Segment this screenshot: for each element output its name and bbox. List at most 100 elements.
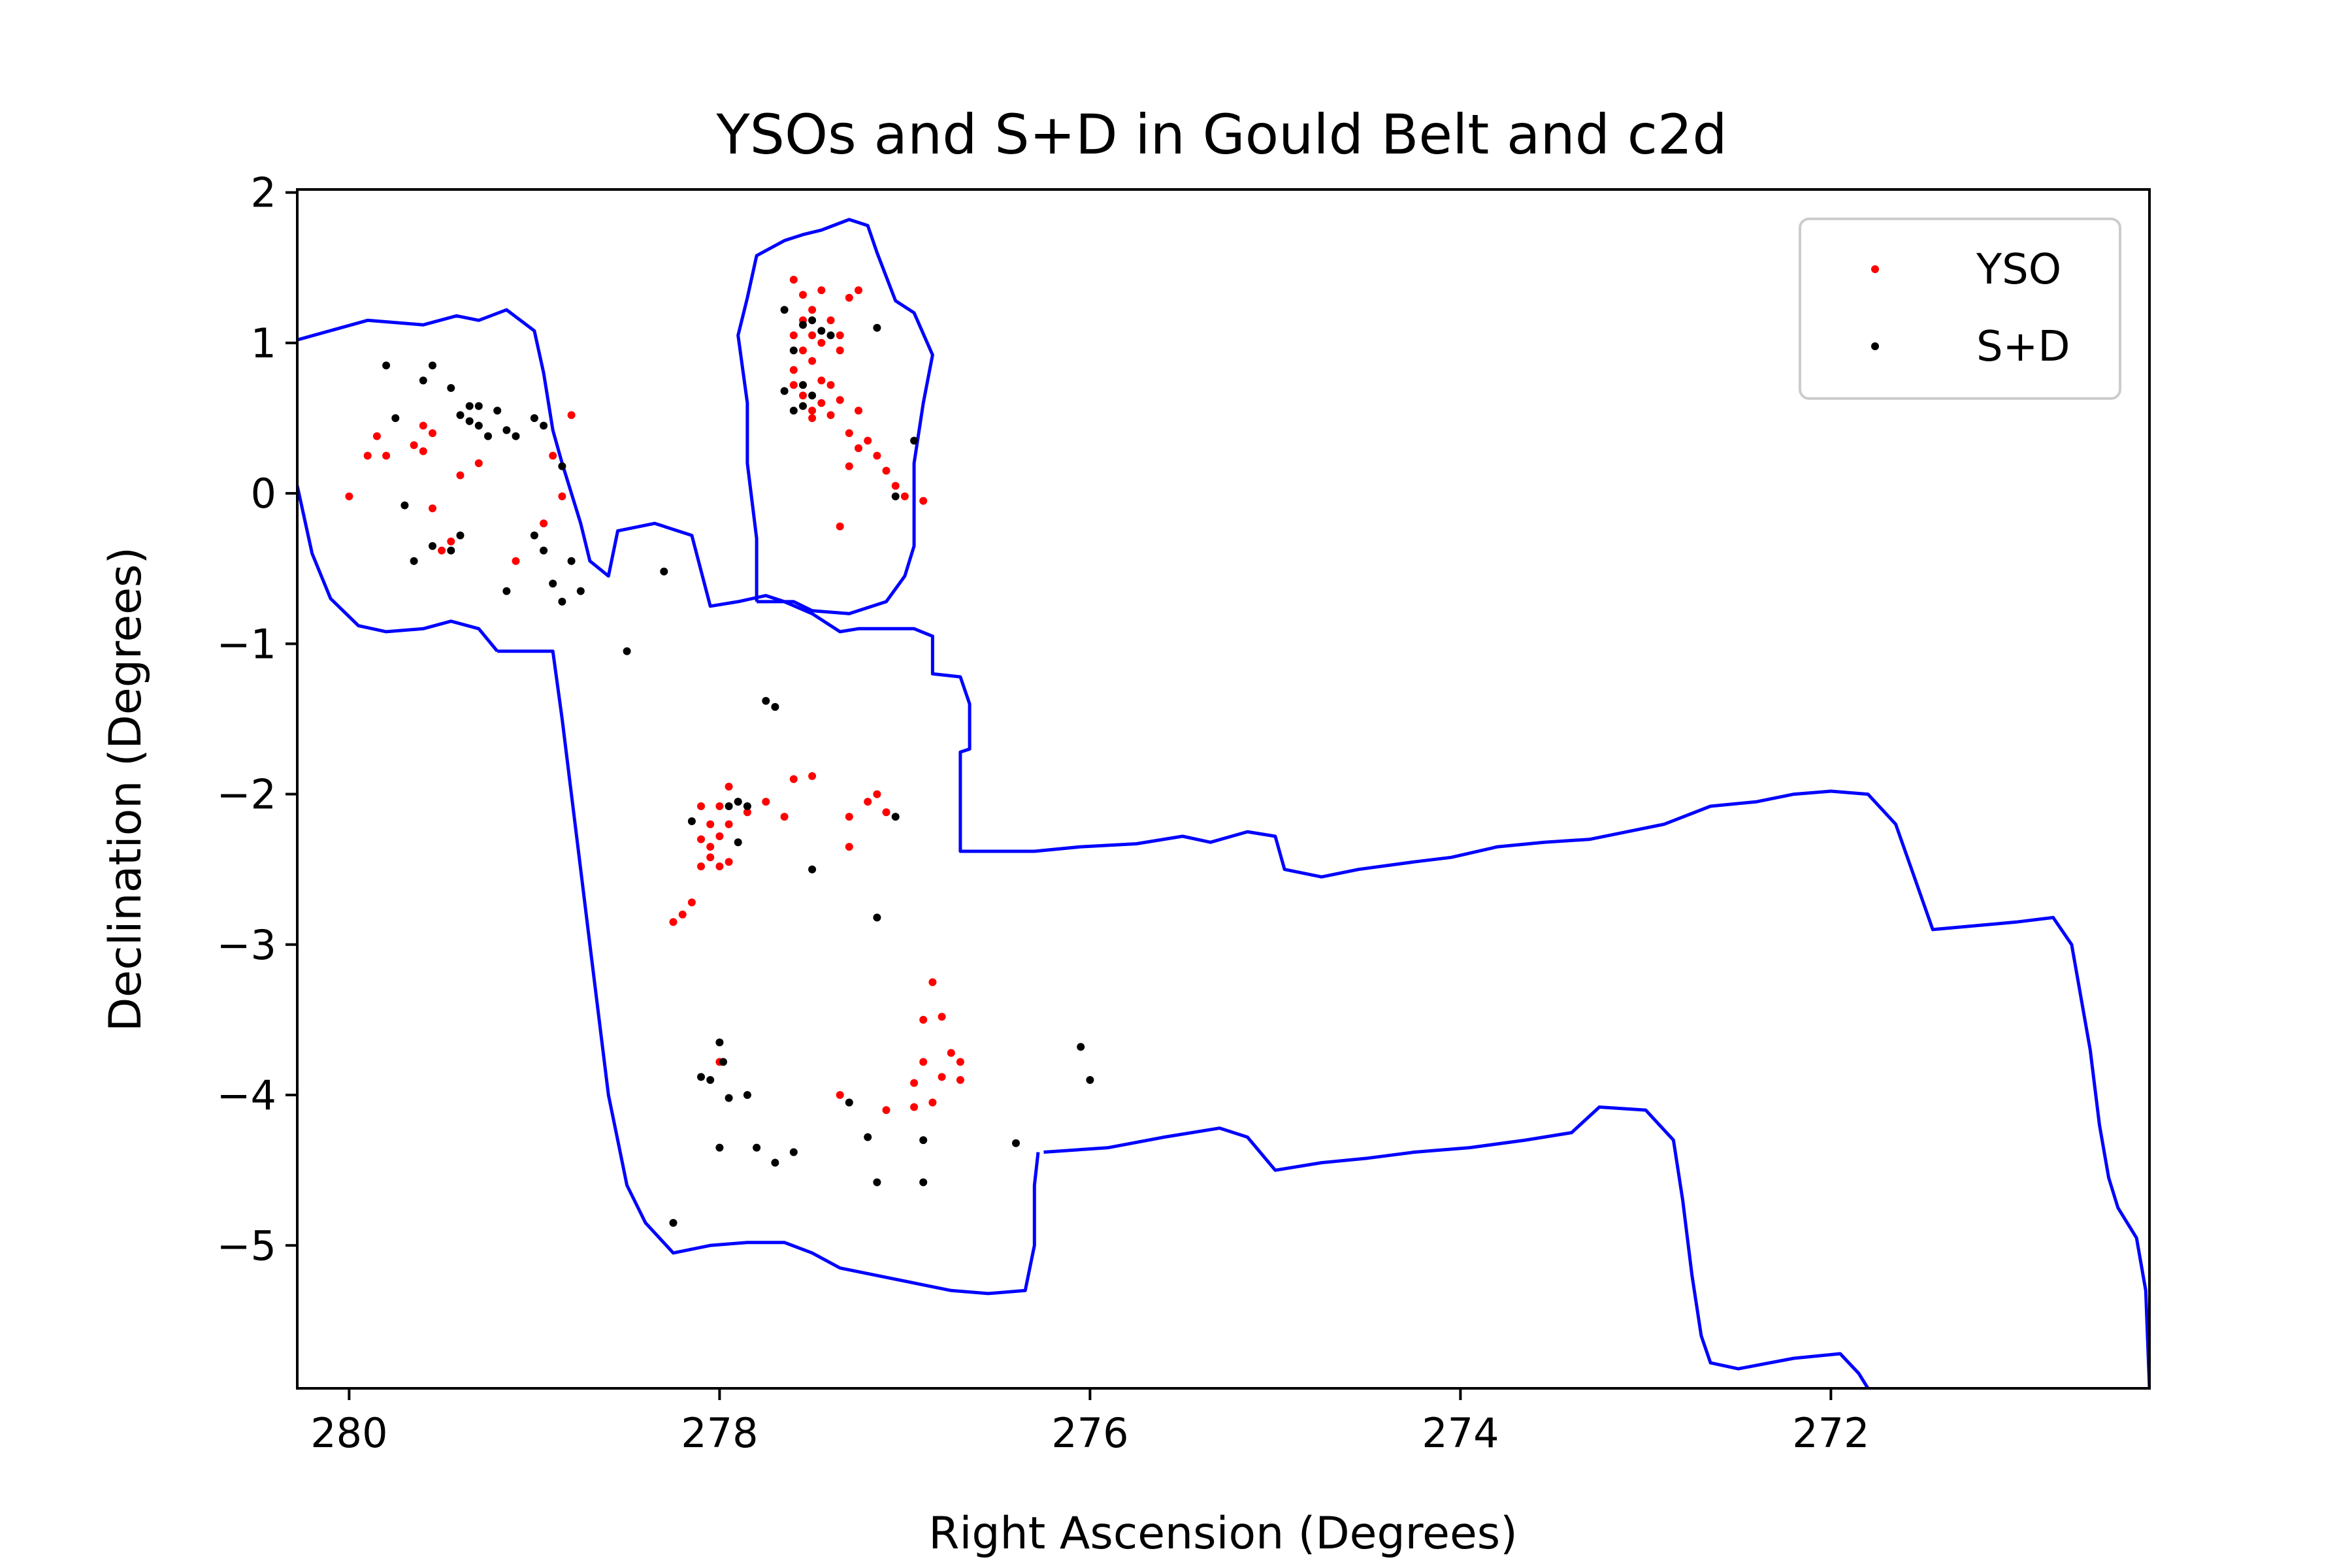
point-yso-39 <box>855 444 862 452</box>
point-sd-65 <box>845 1098 853 1107</box>
point-sd-55 <box>715 1038 724 1047</box>
point-sd-39 <box>780 387 789 395</box>
point-yso-79 <box>706 843 715 851</box>
point-sd-29 <box>623 647 631 655</box>
point-yso-16 <box>419 447 427 455</box>
point-yso-66 <box>873 790 881 798</box>
point-sd-38 <box>808 391 817 400</box>
point-yso-15 <box>567 411 576 419</box>
y-tick-label-5: −3 <box>217 921 276 969</box>
plot-area <box>297 218 2149 1388</box>
point-sd-7 <box>474 421 483 430</box>
point-sd-48 <box>725 802 733 810</box>
point-sd-70 <box>1012 1139 1020 1147</box>
point-sd-1 <box>391 414 400 422</box>
point-yso-23 <box>836 331 844 340</box>
point-yso-29 <box>836 396 844 404</box>
legend-marker-yso <box>1871 265 1879 273</box>
coverage-boundary-layer <box>297 218 2149 1388</box>
point-yso-0 <box>345 492 353 500</box>
point-yso-12 <box>540 519 548 528</box>
x-tick-label-1: 278 <box>681 1409 758 1457</box>
point-yso-33 <box>799 391 807 400</box>
point-sd-43 <box>891 492 900 500</box>
point-yso-44 <box>900 492 909 500</box>
point-sd-0 <box>382 361 391 370</box>
point-sd-45 <box>762 696 770 705</box>
point-sd-20 <box>447 546 455 555</box>
point-yso-55 <box>706 820 715 828</box>
point-yso-14 <box>558 492 566 500</box>
point-sd-51 <box>734 838 742 847</box>
point-yso-86 <box>919 1058 928 1066</box>
point-sd-30 <box>660 567 668 576</box>
x-axis-ticks: 280 278 276 274 272 <box>310 1388 1870 1457</box>
point-yso-31 <box>817 338 826 347</box>
point-sd-62 <box>753 1143 761 1152</box>
y-tick-label-6: −4 <box>217 1071 276 1119</box>
point-sd-59 <box>725 1094 733 1102</box>
point-sd-4 <box>447 384 455 392</box>
point-yso-21 <box>817 286 826 295</box>
point-yso-77 <box>669 918 678 926</box>
x-tick-label-2: 276 <box>1051 1409 1128 1457</box>
point-sd-52 <box>808 865 817 874</box>
point-sd-15 <box>465 417 474 425</box>
point-sd-57 <box>697 1073 705 1081</box>
point-yso-27 <box>817 376 826 385</box>
x-tick-label-3: 274 <box>1422 1409 1499 1457</box>
point-sd-46 <box>771 703 779 711</box>
point-sd-11 <box>512 432 520 440</box>
point-yso-13 <box>549 451 557 460</box>
point-sd-42 <box>873 323 881 332</box>
point-yso-7 <box>438 546 446 555</box>
point-sd-69 <box>919 1178 928 1186</box>
point-sd-60 <box>743 1091 751 1099</box>
point-yso-69 <box>697 835 705 843</box>
point-yso-57 <box>725 820 733 828</box>
point-yso-64 <box>845 813 853 821</box>
point-sd-64 <box>789 1148 798 1156</box>
point-sd-68 <box>919 1136 928 1145</box>
point-yso-84 <box>938 1073 946 1081</box>
point-sd-14 <box>558 462 566 470</box>
point-yso-46 <box>836 522 844 531</box>
point-yso-91 <box>882 1106 890 1115</box>
point-sd-72 <box>1086 1076 1094 1084</box>
point-yso-63 <box>808 772 817 780</box>
y-tick-label-4: −2 <box>217 771 276 819</box>
point-sd-54 <box>873 913 881 922</box>
point-sd-27 <box>567 557 576 565</box>
point-yso-11 <box>512 557 520 565</box>
point-yso-42 <box>882 466 890 475</box>
point-sd-71 <box>1077 1043 1085 1051</box>
point-sd-16 <box>474 402 483 410</box>
point-yso-59 <box>743 808 751 817</box>
y-tick-label-1: 1 <box>251 319 276 367</box>
legend-label-yso: YSO <box>1976 246 2061 294</box>
point-sd-8 <box>484 432 492 440</box>
point-yso-34 <box>845 293 853 302</box>
x-tick-label-0: 280 <box>310 1409 387 1457</box>
point-yso-35 <box>855 286 862 295</box>
point-yso-78 <box>725 783 733 791</box>
point-sd-33 <box>808 316 817 325</box>
point-sd-58 <box>706 1076 715 1084</box>
y-tick-label-3: −1 <box>217 620 276 668</box>
point-yso-74 <box>715 832 724 840</box>
y-axis-label: Declination (Degrees) <box>100 547 152 1032</box>
point-sd-56 <box>719 1058 727 1066</box>
point-sd-73 <box>669 1218 678 1227</box>
chart-title: YSOs and S+D in Gould Belt and c2d <box>715 103 1727 167</box>
point-yso-89 <box>956 1076 964 1084</box>
plot-frame <box>296 188 2151 1390</box>
point-sd-40 <box>789 406 798 415</box>
point-sd-2 <box>419 376 427 385</box>
point-yso-38 <box>845 429 853 437</box>
point-yso-10 <box>474 459 483 467</box>
point-yso-87 <box>928 1098 937 1107</box>
point-yso-83 <box>947 1049 955 1057</box>
point-sd-50 <box>743 802 751 810</box>
point-yso-73 <box>725 858 733 866</box>
point-yso-25 <box>799 346 807 355</box>
